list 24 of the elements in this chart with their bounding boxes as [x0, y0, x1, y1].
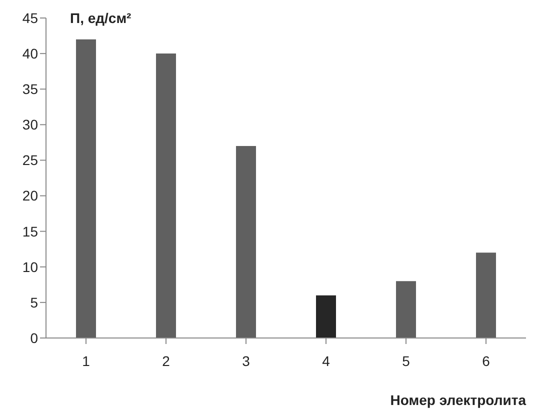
x-tick-label: 2 — [162, 352, 170, 369]
y-tick-label: 45 — [22, 10, 38, 26]
x-tick-label: 1 — [82, 352, 90, 369]
y-tick-label: 35 — [22, 81, 38, 98]
x-tick-label: 6 — [482, 352, 490, 369]
bar — [76, 39, 96, 338]
bar — [236, 146, 256, 338]
bar — [316, 295, 336, 338]
y-tick-label: 40 — [22, 46, 38, 62]
y-tick-label: 10 — [22, 258, 38, 275]
y-tick-label: 30 — [22, 116, 38, 133]
x-tick-label: 3 — [242, 352, 250, 369]
y-tick-label: 20 — [22, 188, 38, 204]
y-tick-label: 15 — [22, 223, 38, 240]
bar — [476, 252, 496, 338]
y-tick-label: 5 — [30, 294, 38, 310]
bar — [156, 54, 176, 338]
y-tick-label: 25 — [22, 152, 38, 168]
x-tick-label: 5 — [402, 352, 410, 369]
y-tick-label: 0 — [30, 330, 38, 346]
x-axis-title: Номер электролита — [390, 392, 526, 408]
bar — [396, 281, 416, 338]
y-axis-title: П, ед/см² — [70, 10, 132, 26]
x-tick-label: 4 — [322, 352, 330, 369]
